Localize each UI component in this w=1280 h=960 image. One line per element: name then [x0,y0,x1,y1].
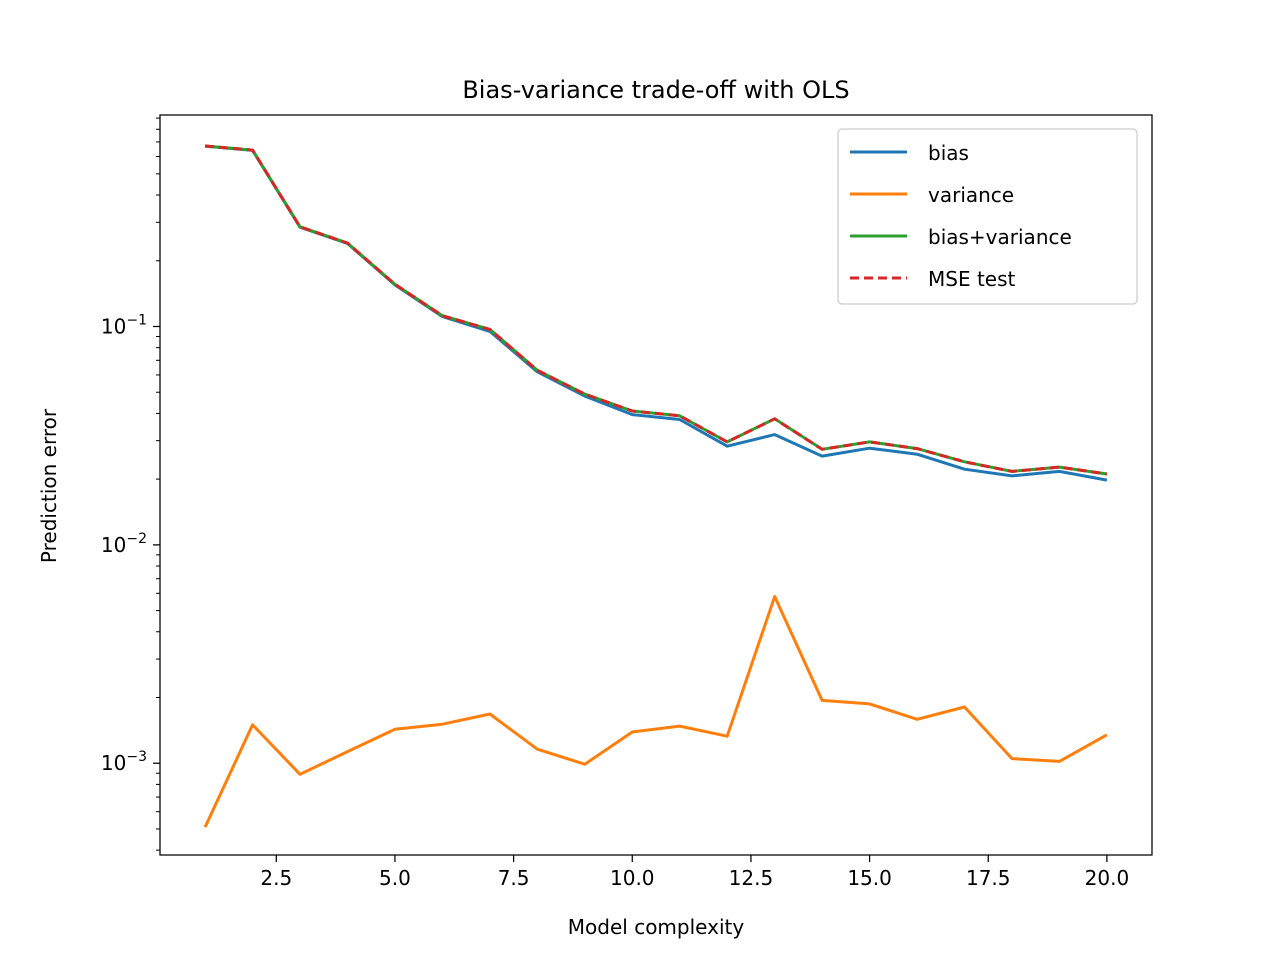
y-tick-label: 10−1 [101,312,147,338]
x-tick-label: 2.5 [260,866,292,890]
legend-box [837,128,1138,305]
x-tick-label: 17.5 [966,866,1011,890]
y-tick-label: 10−2 [101,531,147,557]
legend-label: bias+variance [928,225,1072,249]
legend: bias variance bias+variance MSE test [837,128,1138,305]
x-tick-label: 7.5 [498,866,530,890]
y-axis-label: Prediction error [37,408,61,563]
chart-title: Bias-variance trade-off with OLS [462,76,849,104]
legend-label: variance [928,183,1014,207]
series-line-mse-test [204,144,1108,476]
x-axis: 2.5 5.0 7.5 10.0 12.5 15.0 17.5 20.0 [260,855,1129,890]
x-tick-label: 20.0 [1085,866,1130,890]
y-tick-label: 10−3 [101,749,147,775]
legend-label: MSE test [928,267,1016,291]
legend-label: bias [928,141,969,165]
x-tick-label: 15.0 [847,866,892,890]
x-tick-label: 5.0 [379,866,411,890]
x-tick-label: 10.0 [610,866,655,890]
x-axis-label: Model complexity [568,915,745,939]
y-axis: 10−1 10−2 10−3 [101,117,160,851]
x-tick-label: 12.5 [729,866,774,890]
series-layer [203,144,1108,828]
series-line-variance [203,595,1108,828]
